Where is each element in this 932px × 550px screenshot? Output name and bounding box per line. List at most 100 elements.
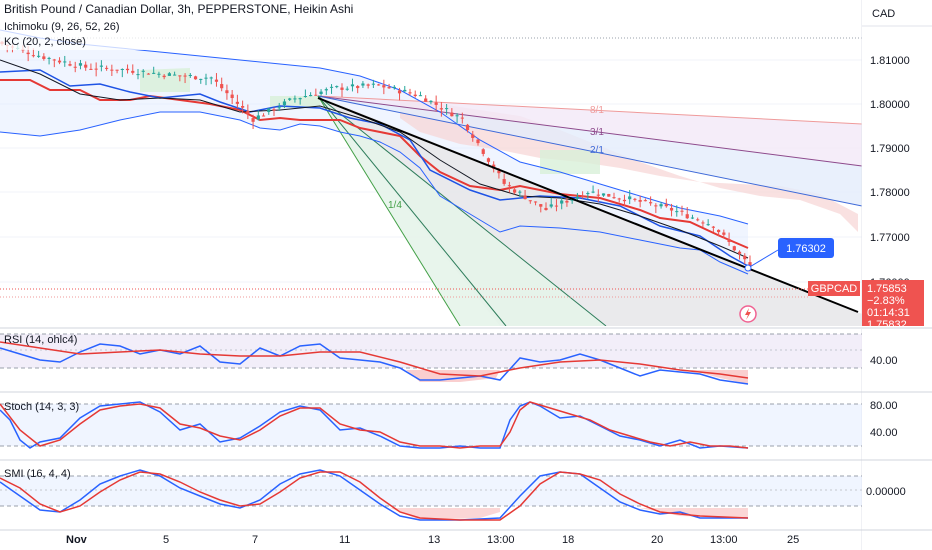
smi-signal [0, 471, 749, 521]
stoch-k [0, 401, 749, 449]
candle-body [277, 107, 281, 109]
candle-body [403, 89, 407, 92]
candle-body [502, 179, 506, 184]
candle-body [429, 100, 433, 103]
candle-body [387, 87, 391, 89]
fan-line-3-1[interactable] [317, 95, 863, 167]
candle-body [99, 65, 103, 67]
candle-body [214, 79, 219, 82]
candle-body [377, 84, 381, 86]
candle-body [727, 239, 731, 243]
price-change: −2.83% [867, 295, 905, 307]
stoch-pane[interactable]: Stoch (14, 3, 3) 80.00 40.00 [0, 400, 898, 449]
time-tick: 7 [252, 534, 258, 546]
candle-body [643, 200, 647, 202]
fan-fill-grey [318, 96, 862, 326]
candle-body [350, 84, 355, 87]
stoch-d [0, 401, 749, 449]
candle-body [523, 195, 527, 200]
candle-body [84, 64, 88, 68]
price-callout[interactable] [778, 238, 834, 258]
candle-body [690, 217, 695, 219]
candle-body [146, 73, 151, 75]
candle-body [392, 86, 396, 88]
candle-body [633, 198, 637, 200]
candle-body [105, 67, 109, 69]
candle-body [743, 255, 747, 260]
candle-body [397, 90, 402, 94]
candle-body [26, 52, 30, 55]
candle-body [68, 64, 72, 66]
candle-body [717, 229, 721, 233]
fan-line-1-2[interactable] [317, 95, 607, 327]
candle-body [361, 83, 365, 86]
candle-body [366, 84, 370, 86]
price-axis[interactable] [862, 0, 932, 550]
candle-body [31, 55, 35, 57]
candle-body [303, 96, 307, 98]
price-tick: 1.81000 [870, 55, 910, 67]
indicator-kc[interactable]: KC (20, 2, close) [4, 36, 86, 48]
candle-body [319, 91, 323, 94]
trend-line[interactable] [317, 97, 859, 313]
rsi-signal [0, 341, 749, 379]
heikin-ashi-candles[interactable] [0, 40, 752, 272]
callout-anchor[interactable] [744, 264, 752, 272]
fan-line-2-1[interactable] [317, 95, 863, 207]
candle-body [581, 195, 585, 197]
indicator-ichimoku[interactable]: Ichimoku (9, 26, 52, 26) [4, 21, 120, 33]
candle-body [601, 193, 606, 196]
candle-body [507, 185, 511, 187]
rsi-pane[interactable]: RSI (14, ohlc4) 40.00 [0, 333, 898, 385]
lightning-icon[interactable] [739, 305, 757, 323]
smi-pane[interactable]: SMI (16, 4, 4) 0.00000 [0, 468, 906, 521]
partial-price-label: 1.75832 [867, 319, 907, 331]
time-tick: 13:00 [487, 534, 515, 546]
fan-line-8-1[interactable] [317, 95, 863, 125]
time-tick: 11 [339, 534, 350, 546]
candle-body [110, 69, 114, 71]
candle-body [628, 196, 632, 200]
chart-title[interactable]: British Pound / Canadian Dollar, 3h, PEP… [4, 2, 353, 16]
candle-body [371, 83, 375, 85]
candle-body [737, 251, 742, 254]
time-tick: 13 [428, 534, 440, 546]
candle-body [89, 68, 93, 70]
candle-body [230, 94, 234, 99]
last-price: 1.75853 [867, 283, 907, 295]
price-callout-text: 1.76302 [786, 243, 826, 255]
candle-body [136, 74, 140, 76]
keltner-lower [0, 111, 749, 275]
candle-body [272, 109, 276, 111]
candle-body [178, 75, 182, 77]
fan-label-8-1: 8/1 [590, 105, 604, 116]
candle-body [298, 98, 302, 100]
candle-body [486, 158, 491, 162]
candle-body [533, 201, 538, 203]
candle-body [722, 232, 726, 235]
time-tick: 13:00 [710, 534, 738, 546]
candle-body [157, 73, 161, 75]
candle-body [42, 56, 46, 59]
rsi-line [0, 343, 749, 385]
last-price-badge [862, 280, 924, 326]
candle-body [73, 66, 77, 68]
candle-body [554, 205, 559, 207]
callout-pointer [747, 249, 779, 269]
candle-body [340, 87, 344, 90]
price-tick: 1.79000 [870, 143, 910, 155]
candle-body [418, 95, 423, 97]
time-tick: 18 [562, 534, 574, 546]
candle-body [424, 98, 428, 102]
fan-line-1-4[interactable] [317, 95, 461, 327]
candle-body [659, 204, 663, 207]
stoch-tick: 40.00 [870, 427, 898, 439]
time-axis[interactable]: Nov 5 7 11 13 13:00 18 20 13:00 25 [66, 534, 799, 546]
candle-body [649, 202, 653, 204]
candle-body [199, 78, 203, 80]
stoch-band [0, 404, 862, 446]
candle-body [324, 89, 328, 91]
candle-body [282, 101, 287, 106]
smi-tick: 0.00000 [866, 486, 906, 498]
